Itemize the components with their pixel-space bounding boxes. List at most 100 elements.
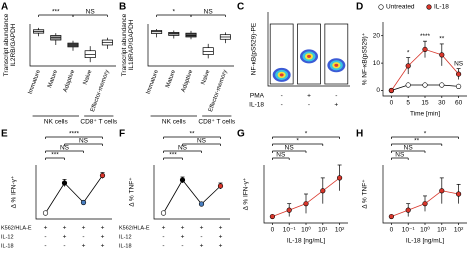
condition: - xyxy=(162,243,164,250)
x-tick-label: Naive xyxy=(201,69,212,86)
point xyxy=(422,201,428,207)
row-label: PMA xyxy=(250,93,265,100)
significance: * xyxy=(173,9,176,16)
point xyxy=(99,172,106,179)
panel-label: H xyxy=(356,129,363,140)
x-tick-label: Naive xyxy=(83,69,94,86)
condition: + xyxy=(334,102,338,109)
point xyxy=(217,183,224,189)
condition: + xyxy=(219,243,223,250)
x-tick-label: Adaptive xyxy=(63,69,77,94)
condition: - xyxy=(82,234,84,241)
condition: + xyxy=(181,234,185,241)
x-tick-label: 30 xyxy=(438,100,446,107)
y-tick-label: 10 xyxy=(373,60,381,67)
condition: + xyxy=(307,93,311,100)
point xyxy=(303,201,309,207)
x-tick-label: 10² xyxy=(454,227,464,234)
condition: + xyxy=(63,234,67,241)
point xyxy=(198,201,205,207)
gate xyxy=(297,23,321,85)
point xyxy=(439,82,445,88)
condition: - xyxy=(281,93,283,100)
x-tick-label: 10² xyxy=(335,227,345,234)
condition: - xyxy=(200,234,202,241)
significance: * xyxy=(296,138,299,145)
axis xyxy=(147,24,234,67)
gate xyxy=(324,23,349,85)
axis xyxy=(382,165,467,224)
point xyxy=(269,213,276,220)
group-label: CD8⁺ T cells xyxy=(198,119,236,126)
y-axis-label: Transcript abundance xyxy=(3,13,10,76)
panel-label: A xyxy=(1,2,8,13)
group-label: CD8⁺ T cells xyxy=(80,119,118,126)
legend-label: IL-18 xyxy=(434,4,449,11)
significance: NS xyxy=(79,138,89,145)
condition: + xyxy=(200,225,204,232)
significance: *** xyxy=(52,9,60,16)
point xyxy=(456,191,462,197)
panel-label: E xyxy=(1,129,8,140)
condition: + xyxy=(219,225,223,232)
point xyxy=(405,63,411,69)
x-tick-label: Mature xyxy=(165,69,177,89)
point xyxy=(42,210,49,216)
significance: NS xyxy=(454,60,464,67)
significance: NS xyxy=(60,145,70,152)
x-tick-label: Immature xyxy=(28,69,43,95)
x-tick-label: 10⁻¹ xyxy=(402,227,416,234)
row-label: K562/HLA-E xyxy=(119,225,150,231)
density xyxy=(334,63,339,67)
condition: + xyxy=(162,225,166,232)
point xyxy=(456,83,462,90)
condition: + xyxy=(82,225,86,232)
x-tick-label: 5 xyxy=(406,100,410,107)
legend-marker xyxy=(378,4,384,10)
point xyxy=(286,207,292,213)
y-tick-label: 0 xyxy=(376,87,380,94)
x-tick-label: 10⁰ xyxy=(301,226,311,234)
x-axis-label: Time [min] xyxy=(410,111,440,118)
significance: **** xyxy=(420,33,431,40)
x-tick-label: 0 xyxy=(271,227,275,234)
condition: - xyxy=(44,234,46,241)
significance: NS xyxy=(204,9,214,16)
significance: NS xyxy=(178,145,188,152)
series-line xyxy=(45,175,103,214)
point xyxy=(422,82,428,88)
significance: ** xyxy=(414,138,420,145)
significance: ** xyxy=(189,131,195,138)
legend-label: Untreated xyxy=(386,4,415,11)
axis xyxy=(29,24,116,67)
point xyxy=(388,213,395,220)
y-axis-label: NF-κB(pS529)-PE xyxy=(251,22,258,75)
y-axis-label: Δ % IFN-γ⁺ xyxy=(243,177,250,210)
significance: *** xyxy=(169,152,177,159)
point xyxy=(179,177,186,183)
condition: + xyxy=(181,225,185,232)
point xyxy=(405,82,411,88)
condition: + xyxy=(200,243,204,250)
row-label: IL-18 xyxy=(249,102,264,109)
row-label: K562/HLA-E xyxy=(1,225,32,231)
condition: + xyxy=(101,234,105,241)
panel-label: C xyxy=(237,2,244,13)
panel-label: B xyxy=(119,2,126,13)
box xyxy=(202,47,214,55)
significance: NS xyxy=(395,152,405,159)
group-label: NK cells xyxy=(162,119,187,126)
significance: NS xyxy=(404,145,414,152)
condition: + xyxy=(63,225,67,232)
axis xyxy=(35,165,112,220)
y-axis-label: Δ % TNF⁺ xyxy=(362,179,369,209)
significance: **** xyxy=(69,131,80,138)
point xyxy=(320,188,326,194)
x-tick-label: Mature xyxy=(47,69,59,89)
panel-label: F xyxy=(119,129,125,140)
box xyxy=(151,30,163,34)
condition: - xyxy=(335,93,337,100)
axis xyxy=(263,165,348,224)
significance: *** xyxy=(51,152,59,159)
